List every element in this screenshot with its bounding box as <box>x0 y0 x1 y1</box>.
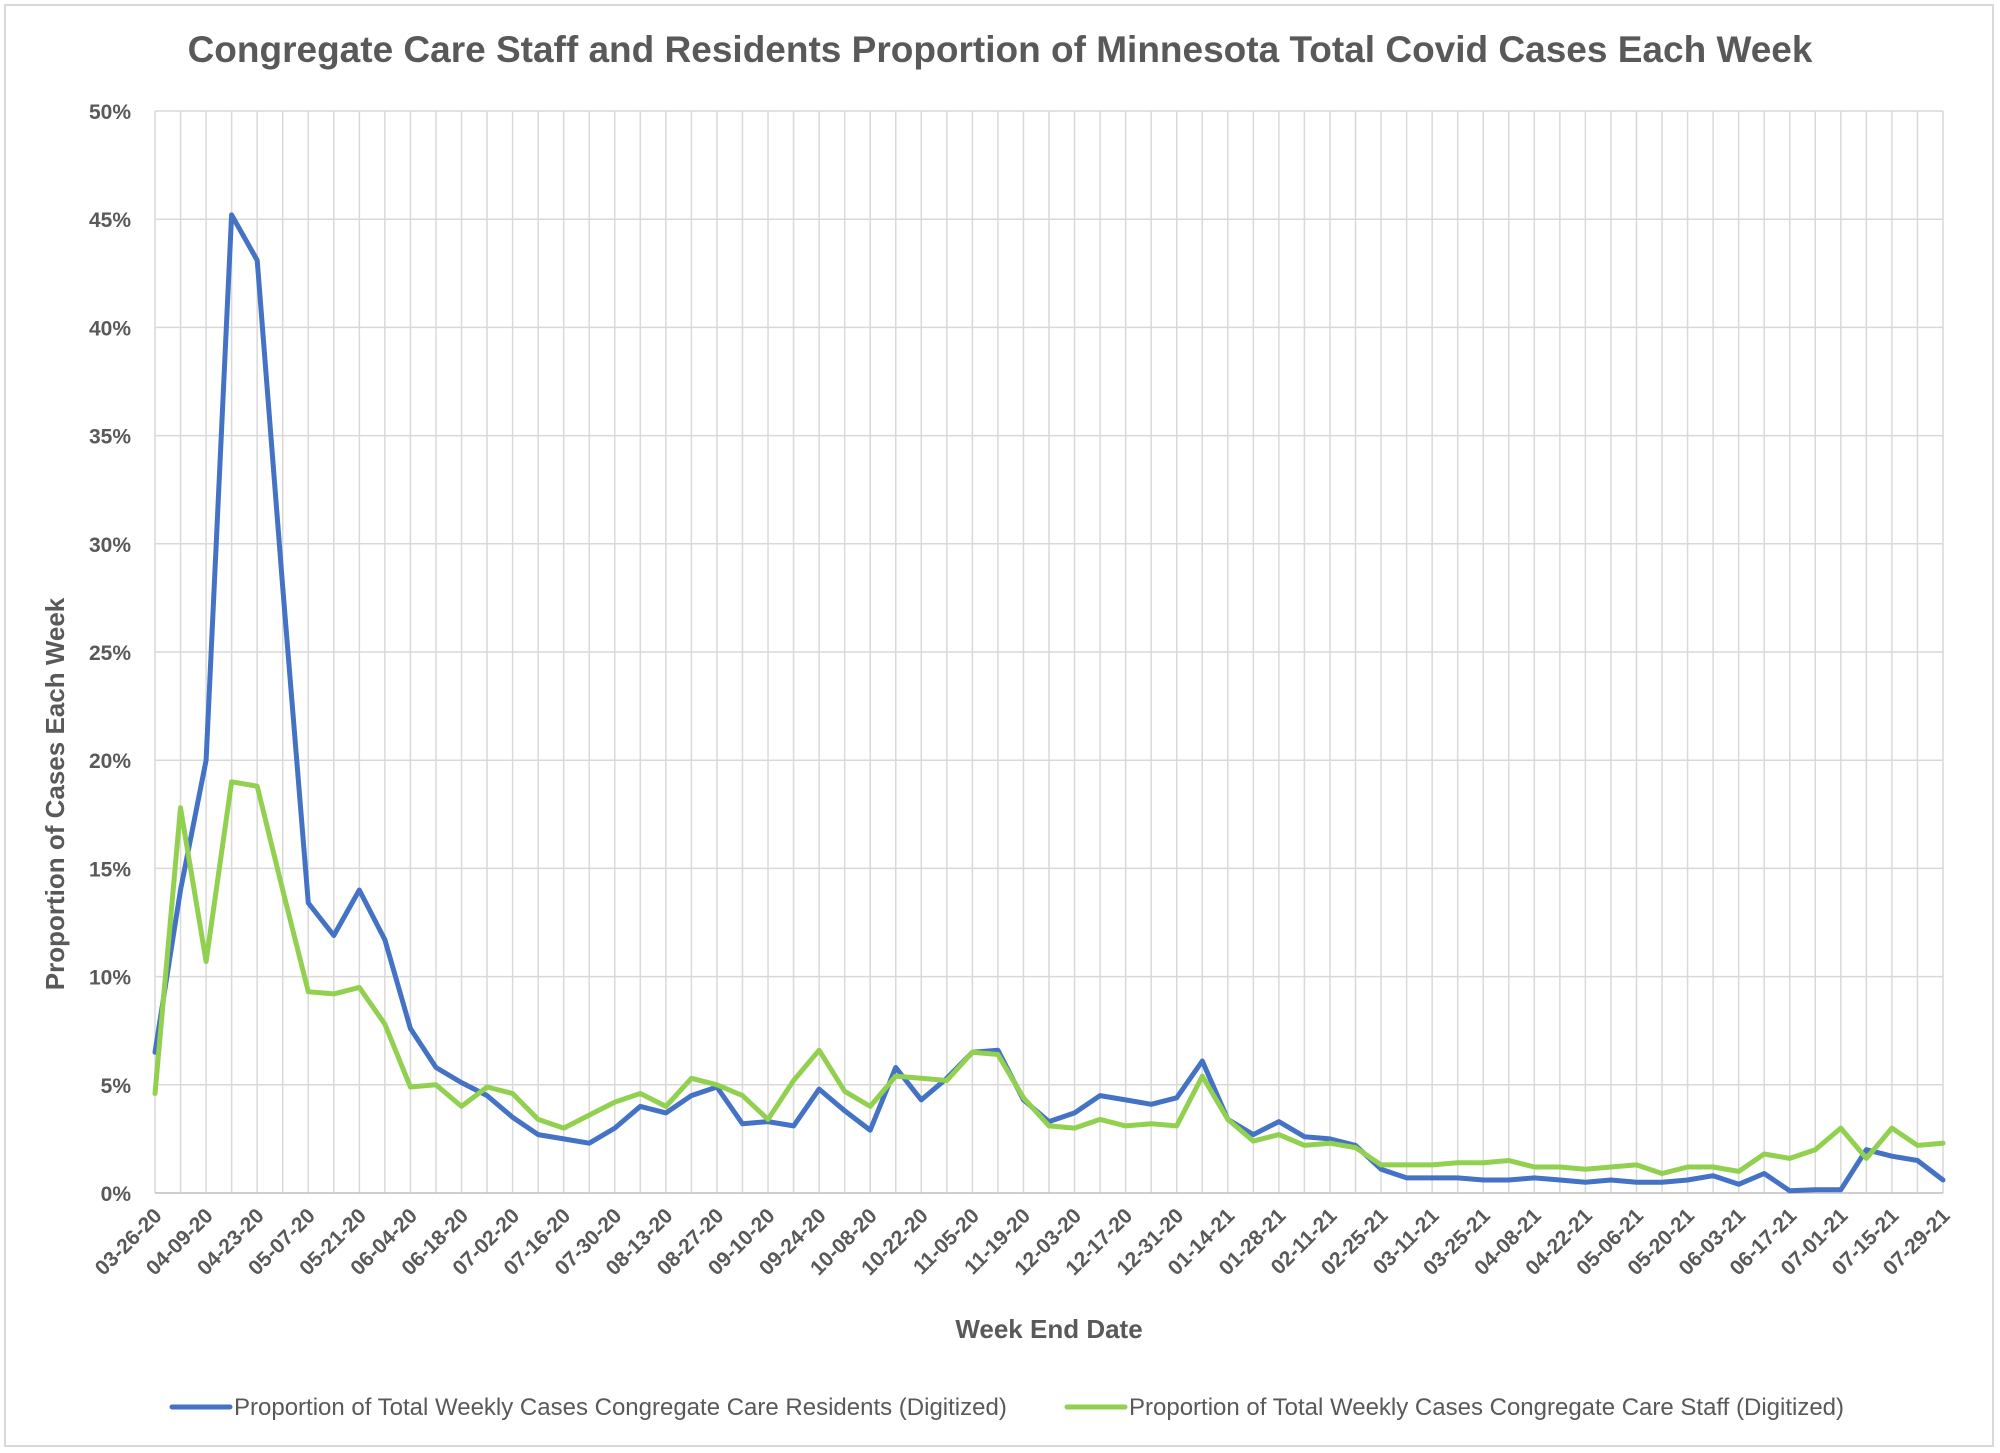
legend-label-residents: Proportion of Total Weekly Cases Congreg… <box>234 1394 1007 1421</box>
chart-title: Congregate Care Staff and Residents Prop… <box>188 29 1813 70</box>
y-tick-label: 15% <box>89 858 131 881</box>
y-tick-label: 20% <box>89 750 131 773</box>
y-tick-label: 30% <box>89 534 131 557</box>
y-tick-label: 0% <box>101 1183 132 1206</box>
gridlines <box>154 110 1944 1194</box>
series-line-residents <box>152 212 1946 1194</box>
y-tick-label: 35% <box>89 426 131 449</box>
x-axis-title: Week End Date <box>955 1314 1142 1344</box>
y-tick-label: 45% <box>89 209 131 232</box>
y-tick-label: 10% <box>89 967 131 990</box>
y-tick-label: 40% <box>89 317 131 340</box>
x-axis-ticks: 03-26-2004-09-2004-23-2005-07-2005-21-20… <box>91 1204 1955 1280</box>
series-lines <box>152 212 1946 1194</box>
y-tick-label: 50% <box>89 101 131 124</box>
legend: Proportion of Total Weekly Cases Congreg… <box>169 1394 1844 1421</box>
y-tick-label: 25% <box>89 642 131 665</box>
y-axis-title: Proportion of Cases Each Week <box>40 597 70 990</box>
y-tick-label: 5% <box>101 1075 132 1098</box>
y-axis-ticks: 0% 5% 10% 15% 20% 25% 30% 35% 40% 45% 50% <box>89 101 131 1206</box>
series-line-staff <box>152 779 1946 1176</box>
legend-label-staff: Proportion of Total Weekly Cases Congreg… <box>1129 1394 1844 1421</box>
